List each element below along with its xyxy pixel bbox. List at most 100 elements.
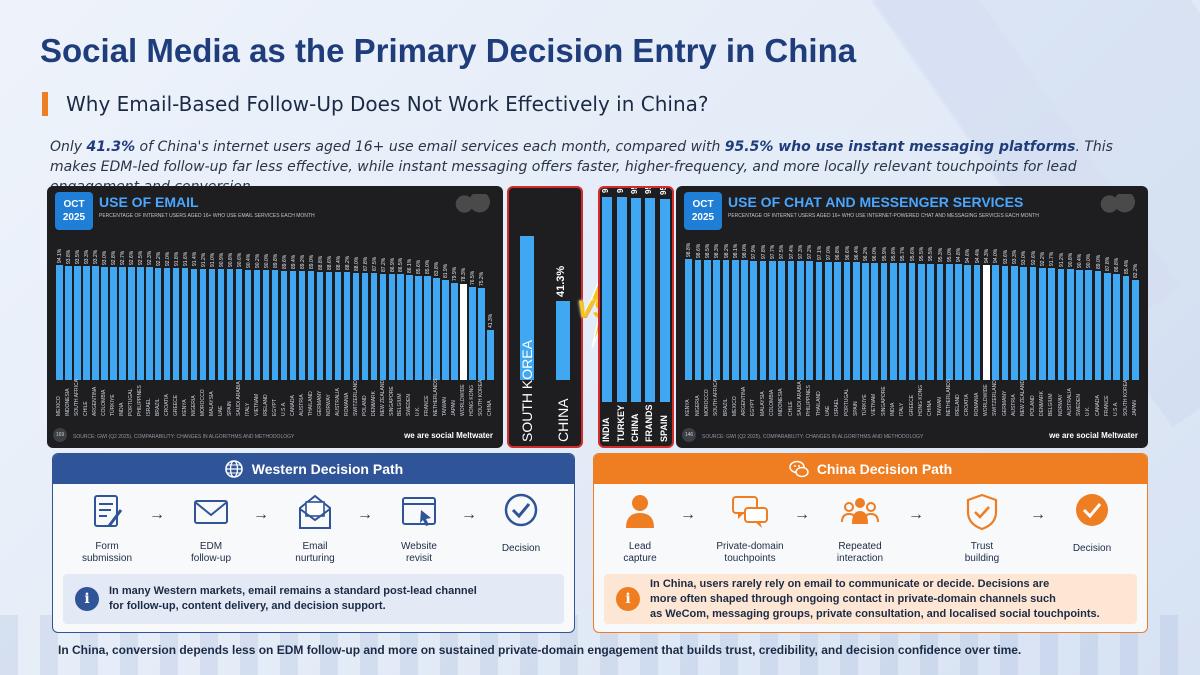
bar-value-label: 90.4% [1077,253,1084,268]
china-decision-path-card: China Decision Path Lead capture → Privat… [593,453,1148,633]
bar-philippines [806,261,813,380]
bar-belgium [397,274,404,380]
bar-category-label: GERMANY [1001,390,1008,416]
bar-value-label: 95.6% [909,247,916,262]
bar-italy [244,269,252,380]
bar-norway [325,271,333,380]
bar-vietnam [253,269,261,380]
shield-check-icon [966,493,998,531]
chat-zoom-callout: 95.7% INDIA 95.7% TURKEY 95.5% CHINA 95.1% FRAN… [598,186,674,448]
bar-category-label: KENYA [181,399,188,416]
bar-france [1104,272,1111,380]
bar-category-label: CROATIA [964,394,971,416]
bar-vietnam [871,262,879,380]
bar-value-label: 95.9% [881,246,888,261]
bar-category-label: ARGENTINA [92,386,99,416]
zoom-value-label: 95.0% [659,188,668,195]
zoom-category-label: FRANDS [644,404,655,443]
bar-value-label: 41.3% [488,313,495,328]
bar-value-label: 78.3% [461,268,468,283]
page-number: 169 [53,428,67,442]
bar-portugal [843,262,851,380]
zoom-value-label: 95.7% [616,188,625,193]
zoom-category-label: SOUTH KOREA [519,340,535,442]
form-icon [94,495,123,527]
card-header: Western Decision Path [53,454,574,484]
bar-argentina [741,260,748,380]
bar-value-label: 89.4% [290,254,297,269]
bar-greece [908,263,916,380]
bar-value-label: 94.0% [993,249,1000,264]
bar-germany [1001,265,1009,380]
bar-category-label: CHINA [927,400,934,416]
bar-category-label: MOROCCO [199,389,206,416]
bar-category-label: SOUTH KOREA [1122,379,1129,416]
envelope-icon [194,500,228,524]
bar-value-label: 85.0% [425,260,432,275]
source-note: SOURCE: GWI (Q2 2025). COMPARABILITY: CH… [702,434,924,440]
bar-category-label: GREECE [172,394,179,416]
bar-value-label: 87.8% [1105,256,1112,271]
bar-category-label: CHILE [787,401,794,416]
bar-category-label: WORLDWIDE [983,384,990,416]
arrow-right-icon: → [253,506,269,523]
bar-category-label: NORWAY [325,394,332,416]
email-usage-chart-panel: OCT 2025 USE OF EMAIL PERCENTAGE OF INTER… [47,186,503,448]
person-icon [626,495,654,528]
page-title: Social Media as the Primary Decision Ent… [40,32,857,69]
bar-netherlands [433,277,440,380]
bar-category-label: CHINA [487,400,494,416]
card-title: China Decision Path [816,461,953,477]
bar-u-s-a- [280,270,288,380]
bar-value-label: 85.6% [416,259,423,274]
bar-ireland [262,270,270,380]
bar-egypt [271,270,279,380]
bar-hong-kong [917,263,925,380]
bar-value-label: 92.8% [111,250,118,265]
bar-category-label: SINGAPORE [388,386,395,416]
bar-value-label: 88.8% [317,255,324,270]
bar-value-label: 92.7% [120,250,127,265]
zoom-value-label: 95.1% [644,188,653,194]
bar-category-label: INDIA [890,402,897,416]
card-header: China Decision Path [594,454,1147,484]
date-badge: OCT 2025 [684,192,722,230]
bar-value-label: 95.7% [900,247,907,262]
bar-poland [361,272,369,380]
bar-chile [83,266,90,380]
chart-title: USE OF EMAIL [99,194,199,210]
step-form-submission: Form submission [65,492,149,565]
bar-romania [343,272,351,380]
bar-category-label: VIETNAM [871,393,878,416]
bar-new-zealand [379,273,386,380]
bar-value-label: 97.9% [751,244,758,259]
zoom-category-label: INDIA [601,417,612,443]
bar-value-label: 93.6% [1002,249,1009,264]
bar-category-label: CANADA [289,395,296,416]
bar-denmark [1038,267,1046,380]
bar-category-label: POLAND [1029,395,1036,416]
bar-value-label: 98.8% [686,243,693,258]
footer-statement: In China, conversion depends less on EDM… [58,643,1022,657]
arrow-right-icon: → [908,506,924,523]
bar-value-label: 87.5% [371,257,378,272]
bar-category-label: U.S.A. [1113,401,1120,416]
step-private-domain-touchpoints: Private-domain touchpoints [702,492,798,565]
bar-value-label: 91.2% [200,252,207,267]
check-icon [504,493,538,527]
bar-category-label: INDONESIA [65,388,72,416]
bar-value-label: 89.2% [299,254,306,270]
bar-value-label: 86.8% [1114,257,1121,273]
bar-category-label: MALAYSIA [759,391,766,416]
bar-value-label: 96.2% [863,246,870,261]
step-edm-follow-up: EDM follow-up [169,492,253,565]
bar-philippines [137,267,144,380]
bar-austria [1011,266,1018,380]
bar-value-label: 95.3% [937,247,944,262]
bar-value-label: 91.8% [173,251,180,266]
bar-category-label: PORTUGAL [128,388,135,416]
bar-brazil [155,267,162,380]
western-decision-path-card: Western Decision Path Form submission → E… [52,453,575,633]
bar-value-label: 91.0% [209,252,216,267]
bar-category-label: SPAIN [852,401,859,416]
